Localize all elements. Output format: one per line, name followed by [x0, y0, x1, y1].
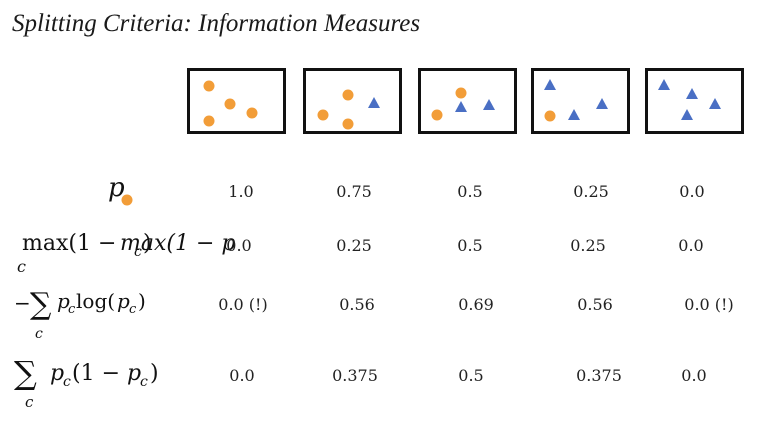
value-cell: 0.375 [576, 366, 622, 385]
blue-triangle-icon [681, 109, 693, 120]
svg-text:max(1 − p: max(1 − p [120, 231, 235, 256]
blue-triangle-icon [455, 101, 467, 112]
svg-text:−: − [14, 291, 31, 315]
blue-triangle-icon [483, 99, 495, 110]
slide-title: Splitting Criteria: Information Measures [12, 10, 421, 37]
value-cell: 0.75 [336, 182, 372, 201]
value-cell: 0.56 [577, 295, 613, 314]
value-cell: 0.69 [458, 295, 494, 314]
value-cell: 0.0 [229, 366, 255, 385]
orange-circle-icon [121, 194, 133, 206]
svg-text:(1 −: (1 − [72, 361, 120, 386]
class-distribution-box-5 [645, 68, 744, 134]
orange-circle-icon [342, 118, 354, 130]
svg-text:p: p [50, 361, 64, 386]
blue-triangle-icon [709, 98, 721, 109]
value-cell: 0.0 [678, 236, 704, 255]
value-cell: 0.25 [336, 236, 372, 255]
svg-text:p: p [57, 289, 70, 313]
orange-circle-icon [317, 109, 329, 121]
svg-text:): ) [150, 361, 159, 386]
orange-circle-icon [246, 107, 258, 119]
blue-triangle-icon [568, 109, 580, 120]
value-cell: 0.25 [573, 182, 609, 201]
value-cell: 0.25 [570, 236, 606, 255]
svg-text:∑: ∑ [14, 354, 37, 392]
blue-triangle-icon [544, 79, 556, 90]
svg-text:c: c [129, 302, 137, 317]
svg-text:): ) [138, 289, 146, 313]
svg-text:c: c [140, 374, 148, 390]
orange-circle-icon [455, 87, 467, 99]
value-cell: 0.5 [458, 366, 484, 385]
value-cell: 0.0 [681, 366, 707, 385]
value-cell: 0.0 (!) [218, 295, 268, 314]
value-cell: 0.5 [457, 182, 483, 201]
row-label-p-orange: p [108, 173, 125, 203]
value-cell: 1.0 [228, 182, 254, 201]
svg-text:max(1 −: max(1 − [22, 231, 116, 256]
svg-text:p: p [127, 361, 141, 386]
row-label-max-error: max(1 − c max(1 − p c ) [17, 231, 235, 276]
svg-text:log(: log( [76, 289, 115, 313]
value-cell: 0.375 [332, 366, 378, 385]
svg-text:p: p [117, 289, 130, 313]
value-cell: 0.0 [679, 182, 705, 201]
blue-triangle-icon [368, 97, 380, 108]
svg-text:c: c [35, 326, 43, 342]
class-distribution-box-1 [187, 68, 286, 134]
orange-circle-icon [544, 110, 556, 122]
class-distribution-box-3 [418, 68, 517, 134]
orange-circle-icon [224, 98, 236, 110]
orange-circle-icon [431, 109, 443, 121]
svg-text:∑: ∑ [30, 287, 52, 322]
value-cell: 0.0 [226, 236, 252, 255]
value-cell: 0.56 [339, 295, 375, 314]
svg-text:c: c [68, 302, 76, 317]
row-label-entropy: − ∑ c p c log( p c ) [14, 287, 146, 342]
orange-circle-icon [203, 80, 215, 92]
value-cell: 0.0 (!) [684, 295, 734, 314]
svg-text:c: c [63, 374, 71, 390]
blue-triangle-icon [658, 79, 670, 90]
class-distribution-box-2 [303, 68, 402, 134]
class-distribution-box-4 [531, 68, 630, 134]
value-cell: 0.5 [457, 236, 483, 255]
orange-circle-icon [342, 89, 354, 101]
svg-text:c: c [134, 244, 142, 260]
row-labels: p max(1 − c max(1 − p c ) − ∑ c p c log(… [14, 173, 235, 411]
svg-text:c: c [17, 257, 26, 276]
blue-triangle-icon [596, 98, 608, 109]
svg-text:): ) [143, 231, 152, 256]
orange-circle-icon [203, 115, 215, 127]
blue-triangle-icon [686, 88, 698, 99]
svg-text:c: c [25, 393, 34, 411]
row-label-gini: ∑ c p c (1 − p c ) [14, 354, 159, 411]
